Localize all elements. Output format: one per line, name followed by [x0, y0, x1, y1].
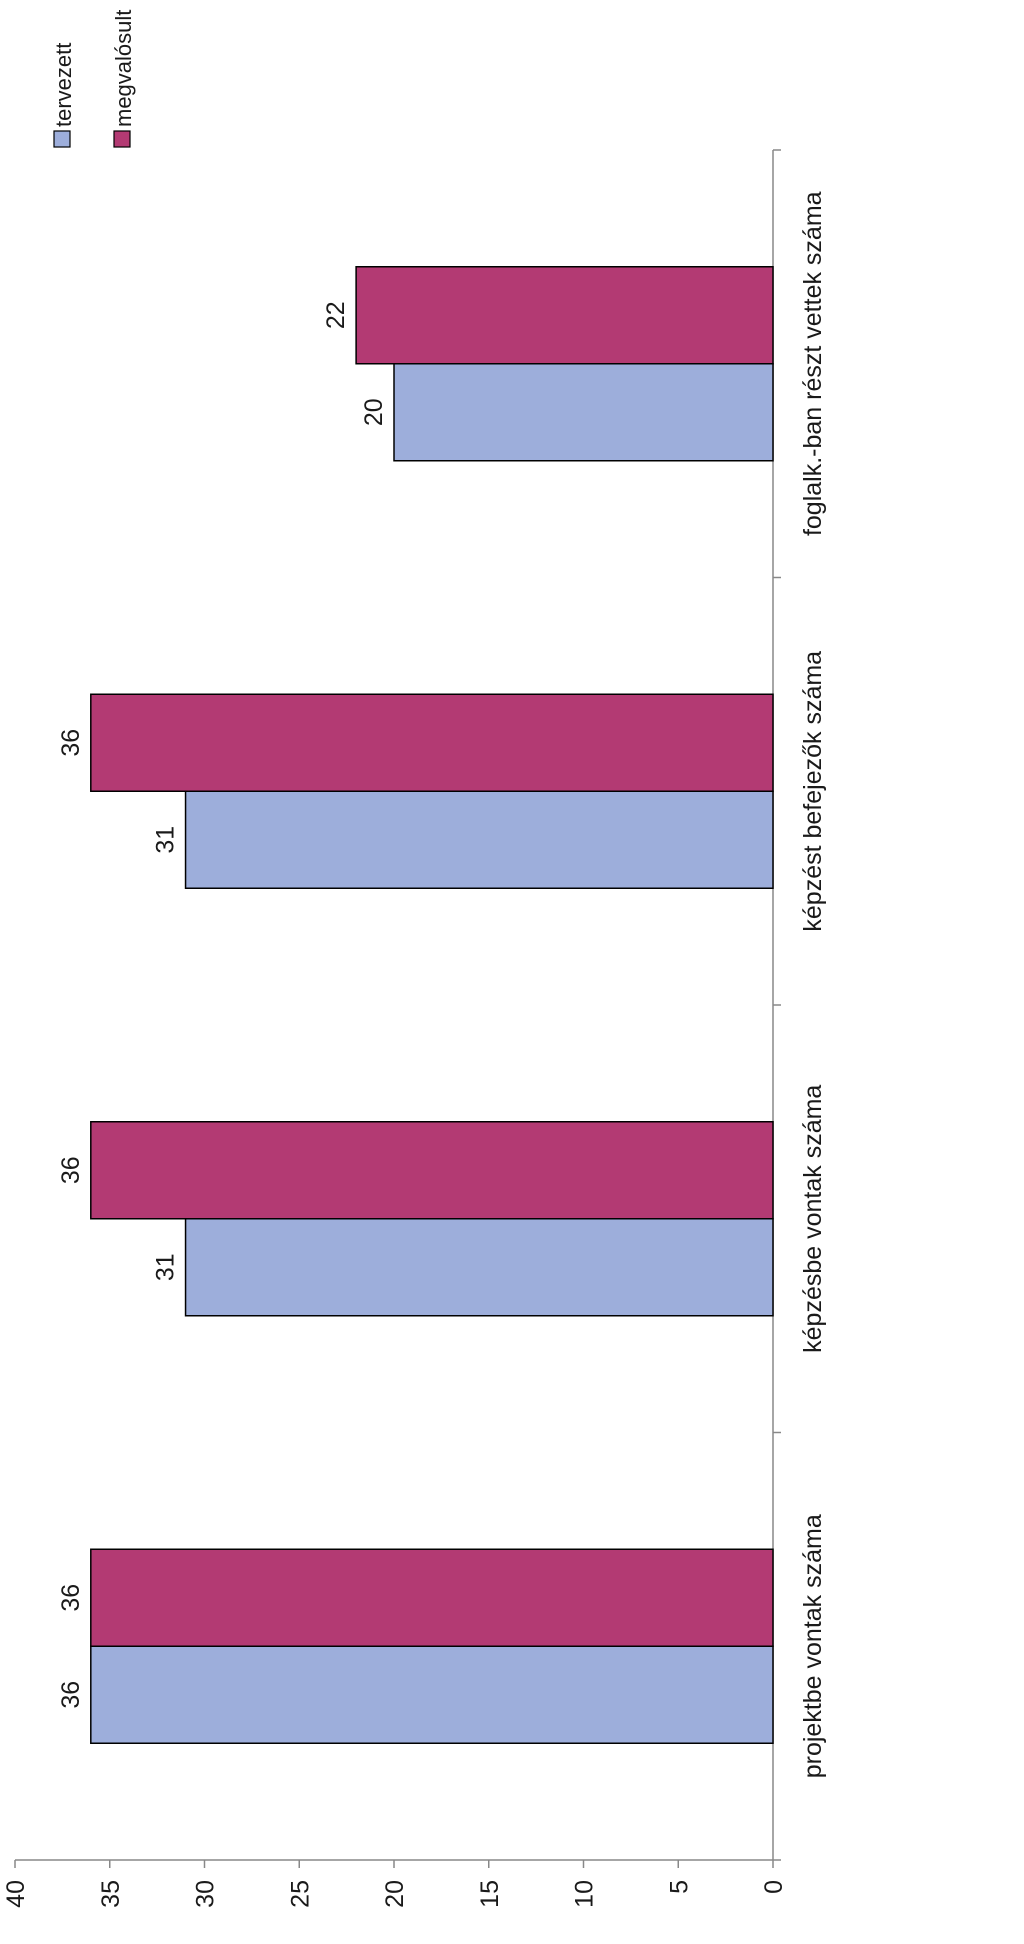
legend-label-megvalosult: megvalósult	[111, 10, 136, 127]
bar-tervezett	[90, 1645, 774, 1744]
bar-megvalosult	[90, 693, 774, 792]
bar-megvalosult	[355, 266, 774, 365]
bar-tervezett	[184, 1218, 774, 1317]
data-labels: 36 36 36 31 36 31 22 20	[57, 301, 388, 1708]
bar-megvalosult	[90, 1548, 774, 1647]
value-tick-label: 5	[665, 1880, 693, 1894]
data-label: 36	[57, 1584, 85, 1612]
legend-swatch-megvalosult	[113, 130, 131, 148]
value-axis: 0 5 10 15 20 25 30 35 40	[2, 1859, 788, 1908]
bars	[90, 266, 774, 1744]
value-tick-label: 15	[476, 1880, 504, 1908]
category-label: képzést befejezők száma	[799, 651, 827, 932]
value-tick-label: 0	[760, 1880, 788, 1894]
value-tick-label: 25	[286, 1880, 314, 1908]
value-tick-label: 30	[192, 1880, 220, 1908]
data-label: 20	[360, 398, 388, 426]
data-label: 36	[57, 1681, 85, 1709]
data-label: 36	[57, 729, 85, 757]
category-labels: projektbe vontak száma képzésbe vontak sz…	[799, 191, 827, 1778]
value-tick-label: 20	[381, 1880, 409, 1908]
value-tick-label: 35	[97, 1880, 125, 1908]
bar-tervezett	[184, 790, 774, 889]
value-tick-label: 10	[571, 1880, 599, 1908]
category-label: képzésbe vontak száma	[799, 1085, 827, 1353]
legend-swatch-tervezett	[53, 130, 71, 148]
legend: tervezett megvalósult	[51, 10, 136, 148]
category-label: projektbe vontak száma	[799, 1514, 827, 1778]
data-label: 22	[322, 301, 350, 329]
category-axis	[772, 149, 781, 1861]
legend-label-tervezett: tervezett	[51, 43, 76, 127]
data-label: 36	[57, 1156, 85, 1184]
data-label: 31	[152, 1253, 180, 1281]
category-label: foglalk.-ban részt vettek száma	[799, 191, 827, 536]
bar-tervezett	[393, 363, 774, 462]
bar-megvalosult	[90, 1121, 774, 1220]
value-tick-label: 40	[2, 1880, 30, 1908]
data-label: 31	[152, 826, 180, 854]
